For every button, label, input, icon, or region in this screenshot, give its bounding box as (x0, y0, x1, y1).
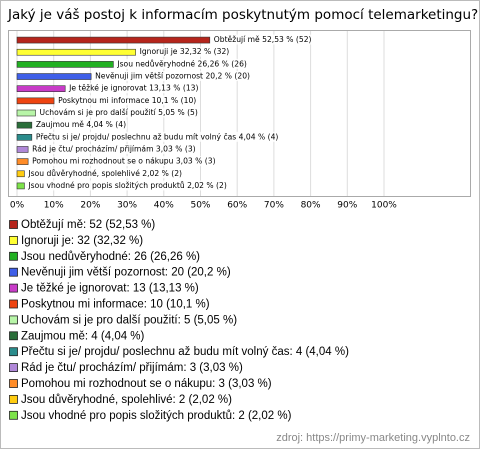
data-label: Přečtu si je/ projdu/ poslechnu až budu … (36, 132, 279, 141)
data-label: Jsou vhodné pro popis složitých produktů… (27, 181, 226, 190)
x-tick-label: 40% (154, 201, 174, 211)
legend-label: Jsou nedůvěryhodné: 26 (26,26 %) (21, 251, 200, 263)
legend-label: Nevěnuji jim větší pozornost: 20 (20,2 %… (21, 267, 231, 279)
x-tick-label: 10% (44, 201, 64, 211)
bar (16, 109, 36, 117)
data-label: Rád je čtu/ procházím/ přijímám 3,03 % (… (32, 144, 196, 153)
data-label-background (38, 107, 199, 118)
legend-swatch (9, 363, 18, 373)
bar (16, 170, 25, 178)
data-label: Pomohou mi rozhodnout se o nákupu 3,03 %… (32, 157, 215, 166)
bar (16, 85, 66, 92)
legend-label: Je těžké je ignorovat: 13 (13,13 %) (21, 283, 199, 295)
data-label-background (26, 180, 228, 191)
x-tick-label: 30% (117, 201, 137, 211)
legend-label: Ignoruji je: 32 (32,32 %) (21, 235, 143, 247)
data-label: Nevěnuji jim větší pozornost 20,2 % (20) (95, 72, 250, 81)
legend-swatch (9, 267, 18, 277)
data-label-background (26, 168, 184, 179)
bar (16, 121, 33, 129)
data-label: Zaujmou mě 4,04 % (4) (36, 120, 126, 129)
legend-swatch (9, 331, 18, 341)
bar (16, 134, 33, 141)
legend-swatch (9, 220, 18, 229)
x-tick-label: 20% (80, 201, 100, 211)
legend-label: Zaujmou mě: 4 (4,04 %) (21, 330, 145, 342)
data-label-background (31, 143, 197, 154)
bar (16, 61, 114, 68)
legend-label: Pomohou mi rozhodnout se o nákupu: 3 (3,… (21, 378, 272, 390)
legend-swatch (9, 394, 18, 404)
legend-label: Poskytnou mi informace: 10 (10,1 %) (21, 299, 210, 311)
data-label-background (94, 71, 252, 82)
legend-label: Rád je čtu/ procházím/ přijímám: 3 (3,03… (21, 362, 243, 374)
x-tick-label: 100% (371, 201, 397, 211)
bar (16, 146, 29, 153)
data-label-background (34, 119, 128, 130)
source: zdroj: https://primy-marketing.vyplnto.c… (276, 432, 470, 444)
data-label-background (67, 83, 200, 94)
legend-swatch (9, 283, 18, 293)
legend-swatch (9, 251, 18, 261)
data-label-background (115, 58, 248, 69)
data-label-background (212, 34, 313, 45)
bar (16, 97, 55, 105)
data-label: Je těžké je ignorovat 13,13 % (13) (68, 84, 198, 93)
chart-title: Jaký je váš postoj k informacím poskytnu… (7, 7, 478, 23)
data-label: Jsou nedůvěryhodné 26,26 % (26) (116, 59, 247, 68)
bar (16, 36, 211, 44)
x-tick-label: 70% (264, 201, 284, 211)
x-tick-label: 60% (227, 201, 247, 211)
data-label: Uchovám si je pro další použití 5,05 % (… (40, 108, 198, 117)
legend-label: Obtěžují mě: 52 (52,53 %) (21, 219, 155, 231)
legend-label: Jsou důvěryhodné, spolehlivé: 2 (2,02 %) (21, 394, 232, 406)
data-label: Obtěžují mě 52,53 % (52) (214, 35, 312, 44)
legend-label: Uchovám si je pro další použití: 5 (5,05… (21, 314, 237, 326)
legend-label: Přečtu si je/ projdu/ poslechnu až budu … (21, 346, 349, 358)
x-tick-label: 0% (10, 201, 25, 211)
data-label-background (57, 95, 198, 106)
x-tick-label: 50% (190, 201, 210, 211)
data-label: Jsou důvěryhodné, spolehlivé 2,02 % (2) (27, 169, 182, 178)
legend-swatch (9, 299, 18, 309)
legend-swatch (9, 410, 18, 420)
legend-swatch (9, 379, 18, 388)
data-label-background (34, 131, 280, 142)
data-label: Ignoruji je 32,32 % (32) (140, 47, 230, 56)
x-tick-label: 90% (337, 201, 357, 211)
bar (16, 182, 25, 190)
legend-swatch (9, 235, 18, 245)
legend-label: Jsou vhodné pro popis složitých produktů… (21, 410, 292, 422)
legend-swatch (9, 347, 18, 357)
bar (16, 48, 136, 56)
data-label-background (138, 46, 231, 57)
data-label-background (31, 156, 217, 167)
legend-swatch (9, 315, 18, 325)
x-tick-label: 80% (301, 201, 321, 211)
bar (16, 158, 29, 165)
bar (16, 73, 92, 80)
data-label: Poskytnou mi informace 10,1 % (10) (58, 96, 196, 105)
